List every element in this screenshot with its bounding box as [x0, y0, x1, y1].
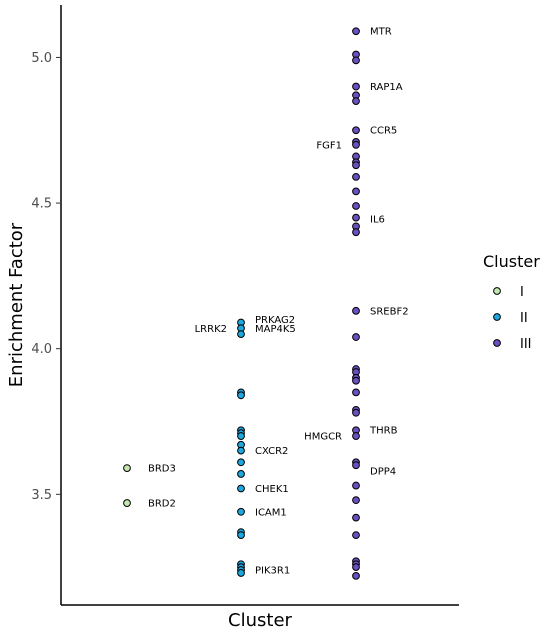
y-axis-ticks: 3.5 4.0 4.5 5.0 — [31, 51, 61, 503]
data-point-cluster-ii — [237, 446, 245, 455]
point-label: CHEK1 — [255, 484, 289, 495]
point-label: MTR — [370, 27, 392, 38]
point-label: BRD3 — [148, 464, 176, 475]
data-point-cluster-iii — [352, 140, 360, 149]
point-label: BRD2 — [148, 499, 176, 510]
data-point-cluster-iii — [352, 408, 360, 417]
point-label: IL6 — [370, 215, 385, 226]
point-label: THRB — [369, 426, 398, 437]
data-point-cluster-ii — [237, 484, 245, 493]
point-label: PIK3R1 — [255, 566, 290, 577]
data-point-cluster-i — [123, 464, 131, 473]
data-point-cluster-iii — [352, 187, 360, 196]
legend-key-i — [493, 287, 501, 295]
data-point-cluster-iii — [352, 82, 360, 91]
data-points — [123, 27, 360, 580]
point-label: ICAM1 — [255, 507, 287, 518]
data-point-cluster-iii — [352, 513, 360, 522]
data-point-cluster-iii — [352, 571, 360, 580]
point-label: CXCR2 — [255, 446, 288, 457]
data-point-cluster-iii — [352, 306, 360, 315]
point-label: LRRK2 — [195, 324, 227, 335]
data-point-cluster-ii — [237, 470, 245, 478]
data-point-cluster-ii — [237, 569, 245, 577]
data-point-cluster-iii — [352, 376, 360, 385]
data-point-cluster-iii — [352, 126, 360, 135]
legend-key-ii — [493, 313, 501, 321]
data-point-cluster-iii — [352, 563, 360, 572]
y-tick-label: 3.5 — [31, 488, 52, 503]
data-point-cluster-iii — [352, 56, 360, 65]
point-label: PRKAG2 — [255, 315, 295, 326]
data-point-cluster-iii — [352, 388, 360, 397]
data-point-cluster-iii — [352, 228, 360, 237]
data-point-cluster-ii — [237, 432, 245, 440]
y-tick-label: 4.5 — [31, 197, 52, 212]
data-point-cluster-iii — [352, 202, 360, 210]
legend-key-iii — [493, 339, 501, 347]
data-point-cluster-iii — [352, 432, 360, 440]
point-label: DPP4 — [370, 467, 396, 478]
data-point-cluster-iii — [352, 531, 360, 539]
y-axis-title: Enrichment Factor — [6, 222, 27, 387]
data-point-cluster-iii — [352, 161, 360, 170]
legend-title: Cluster — [483, 252, 540, 271]
data-point-cluster-iii — [352, 213, 360, 222]
data-point-cluster-iii — [352, 496, 360, 505]
point-label: CCR5 — [370, 126, 397, 137]
point-label: SREBF2 — [370, 306, 409, 317]
point-label: HMGCR — [304, 432, 342, 443]
data-point-cluster-iii — [352, 172, 360, 181]
point-label: RAP1A — [370, 82, 403, 93]
y-tick-label: 4.0 — [31, 342, 52, 357]
data-point-cluster-iii — [352, 27, 360, 36]
legend-label: III — [520, 337, 532, 352]
data-point-cluster-ii — [237, 507, 245, 516]
data-point-cluster-iii — [352, 97, 360, 106]
data-point-cluster-iii — [352, 333, 360, 341]
data-point-cluster-ii — [237, 391, 245, 400]
data-point-cluster-ii — [237, 531, 245, 539]
legend-label: I — [520, 285, 524, 300]
x-axis-title: Cluster — [228, 610, 292, 631]
data-point-cluster-iii — [352, 461, 360, 470]
data-point-cluster-ii — [237, 458, 245, 467]
data-point-cluster-iii — [352, 481, 360, 490]
point-label: MAP4K5 — [255, 324, 296, 335]
data-point-cluster-i — [123, 499, 131, 507]
data-point-cluster-ii — [237, 330, 245, 339]
y-tick-label: 5.0 — [31, 51, 52, 66]
legend-label: II — [520, 311, 528, 326]
point-label: FGF1 — [316, 140, 342, 151]
